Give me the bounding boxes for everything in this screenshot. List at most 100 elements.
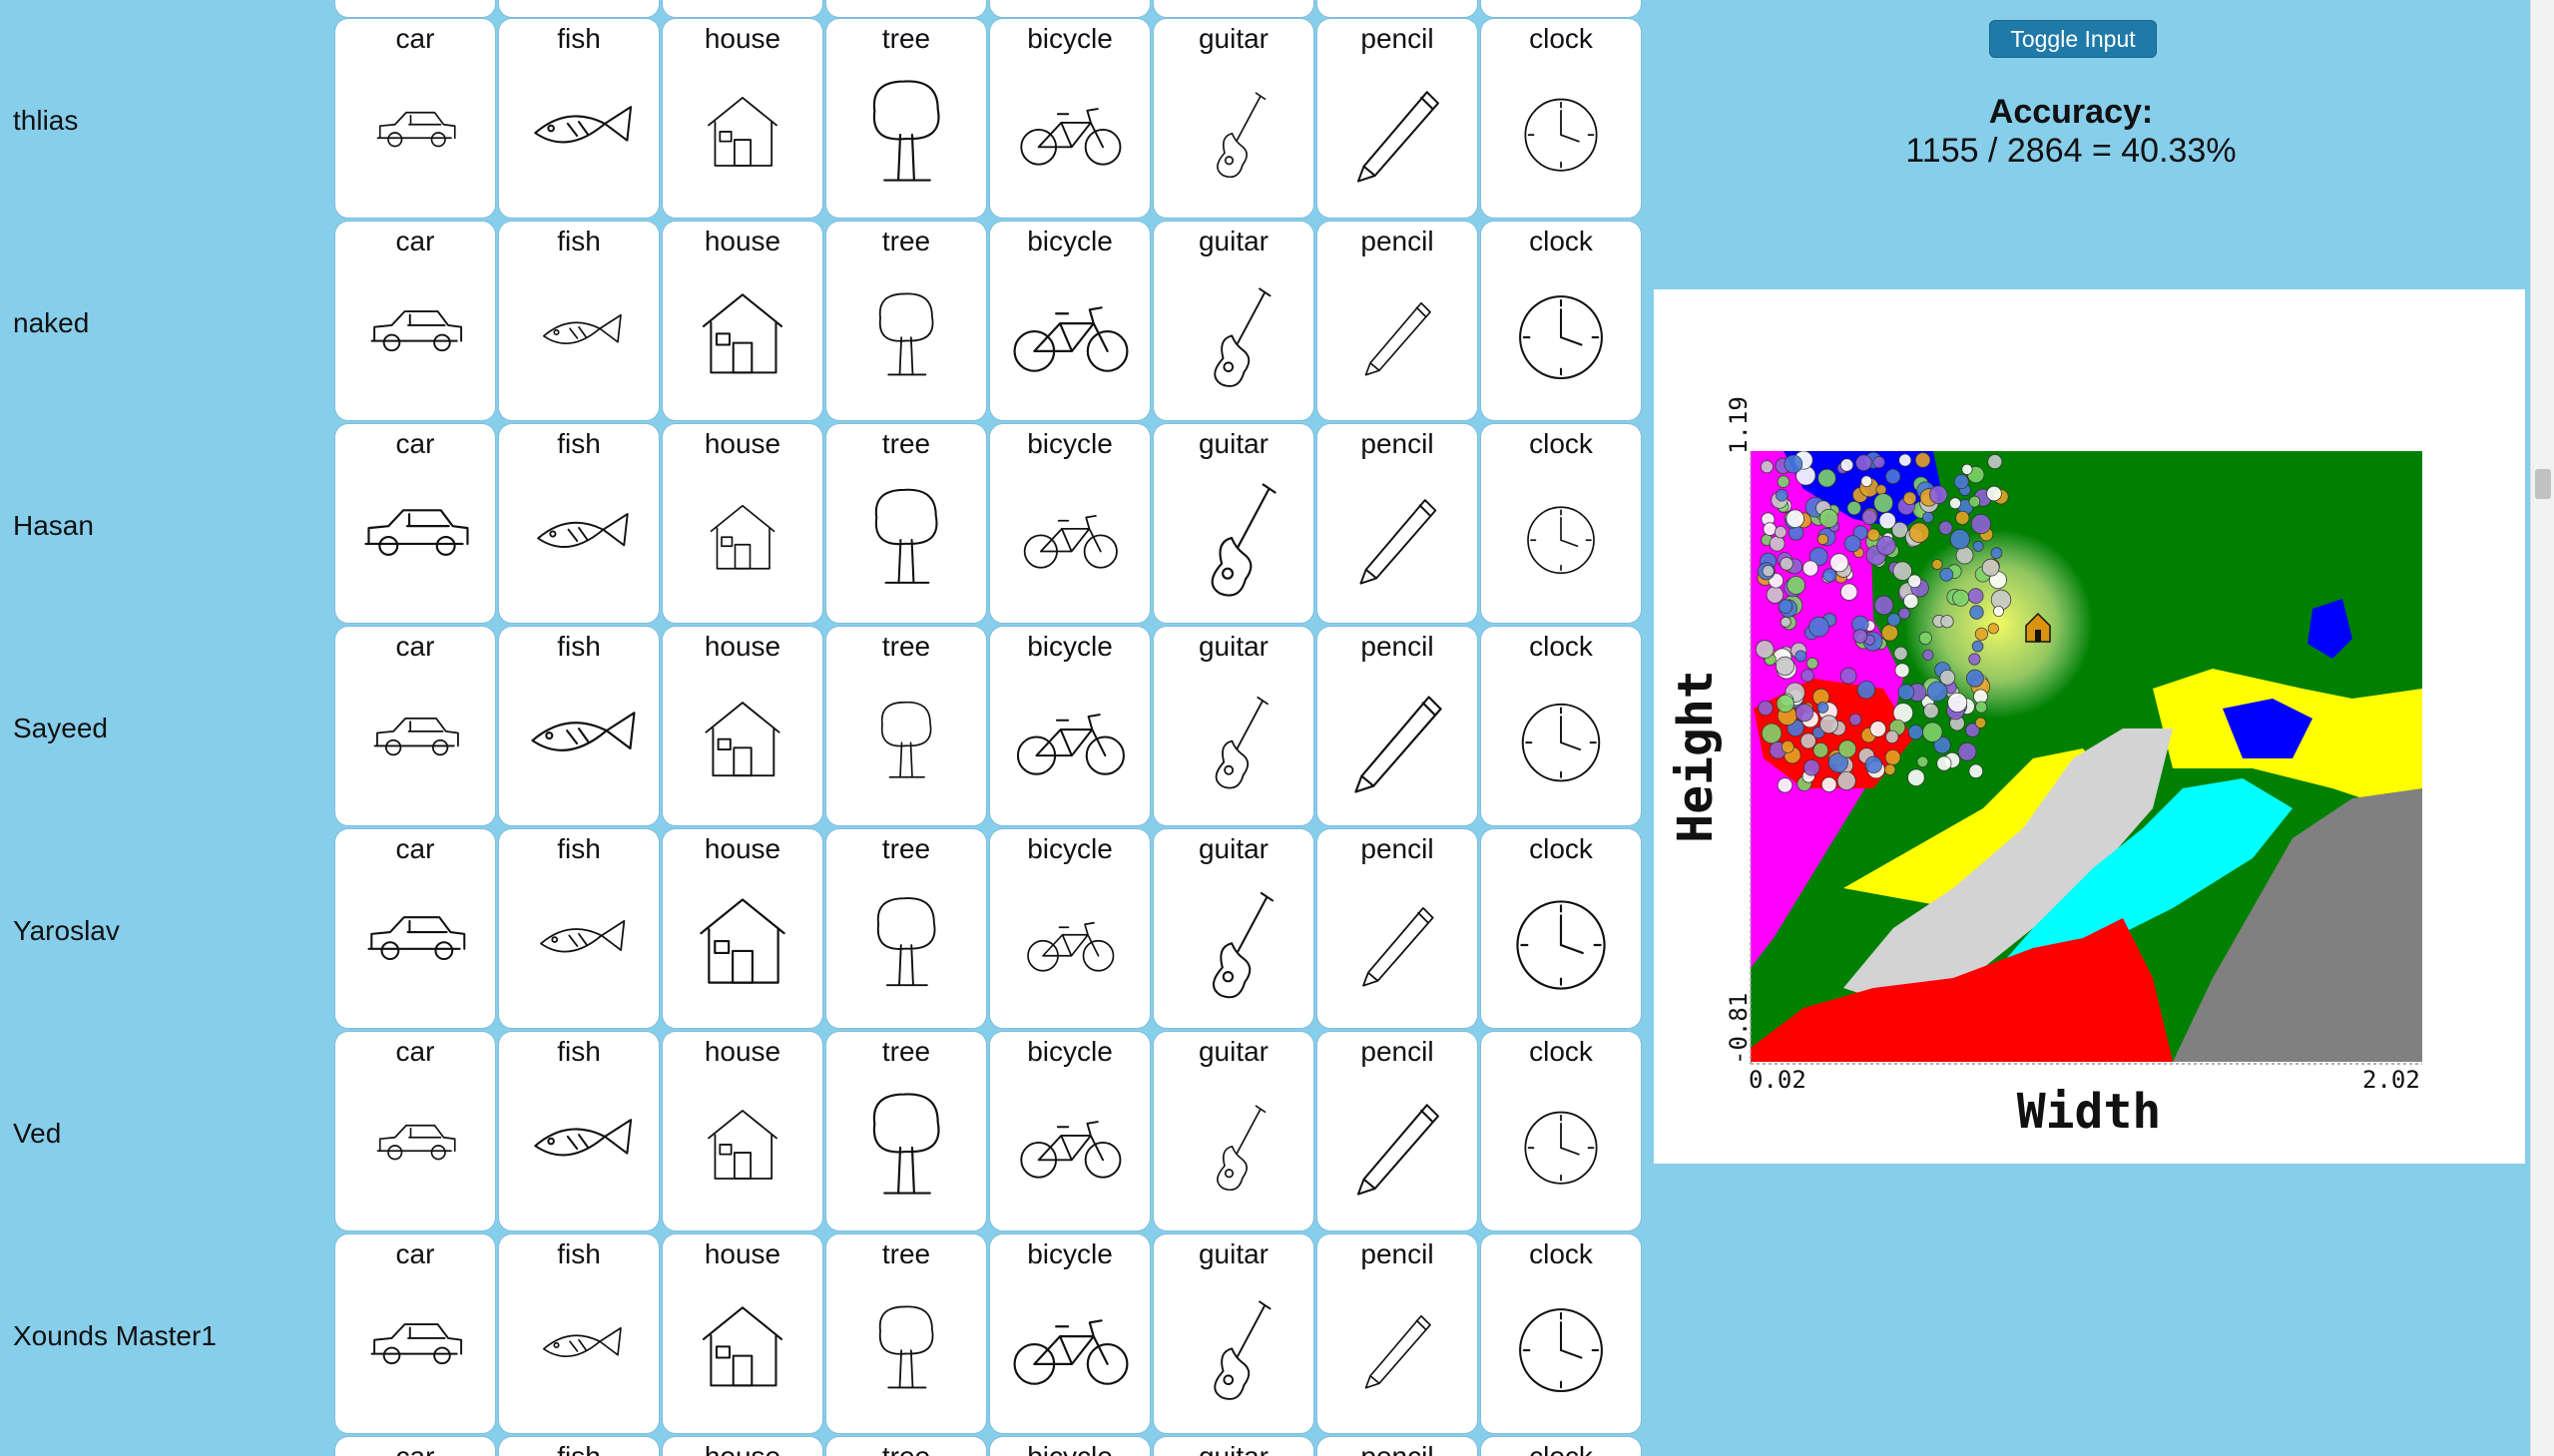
drawing-card-house[interactable]: house bbox=[663, 19, 822, 218]
card-label: pencil bbox=[1360, 226, 1434, 256]
drawing-card-bicycle[interactable]: bicycle bbox=[990, 1032, 1150, 1230]
tree-sketch-icon bbox=[872, 80, 940, 182]
sample-point bbox=[1894, 663, 1910, 679]
drawing-card-house[interactable]: house bbox=[663, 829, 822, 1028]
card-label: pencil bbox=[1360, 23, 1434, 54]
drawing-card-bicycle[interactable]: bicycle bbox=[990, 19, 1150, 218]
drawing-card-fish[interactable]: fish bbox=[499, 222, 659, 420]
sample-point bbox=[1908, 522, 1930, 544]
drawing-card-fish[interactable]: fish bbox=[499, 424, 659, 623]
sample-point bbox=[1774, 525, 1788, 539]
drawing-card[interactable]: fish bbox=[499, 1437, 659, 1456]
drawing-card-fish[interactable]: fish bbox=[499, 19, 659, 218]
drawing-card-tree[interactable]: tree bbox=[826, 424, 986, 623]
drawing-card-car[interactable]: car bbox=[335, 627, 495, 825]
guitar-sketch-icon bbox=[1211, 483, 1277, 597]
drawing-card[interactable] bbox=[1481, 0, 1641, 17]
drawing-card-guitar[interactable]: guitar bbox=[1154, 1234, 1313, 1433]
card-label: house bbox=[704, 428, 781, 459]
drawing-card[interactable]: tree bbox=[826, 1437, 986, 1456]
drawing-card-fish[interactable]: fish bbox=[499, 829, 659, 1028]
drawing-card-fish[interactable]: fish bbox=[499, 1234, 659, 1433]
drawing-card-guitar[interactable]: guitar bbox=[1154, 222, 1313, 420]
drawing-card[interactable]: guitar bbox=[1154, 1437, 1313, 1456]
drawing-card-car[interactable]: car bbox=[335, 222, 495, 420]
drawing-card-tree[interactable]: tree bbox=[826, 1032, 986, 1230]
drawing-card-pencil[interactable]: pencil bbox=[1317, 829, 1477, 1028]
drawing-card-bicycle[interactable]: bicycle bbox=[990, 829, 1150, 1028]
car-sketch-icon bbox=[370, 1323, 463, 1365]
drawing-card-tree[interactable]: tree bbox=[826, 627, 986, 825]
guitar-sketch-icon bbox=[1214, 287, 1272, 387]
drawing-card-house[interactable]: house bbox=[663, 424, 822, 623]
drawing-card-car[interactable]: car bbox=[335, 1032, 495, 1230]
drawing-card-guitar[interactable]: guitar bbox=[1154, 627, 1313, 825]
sample-point bbox=[1873, 493, 1894, 514]
drawing-card[interactable] bbox=[990, 0, 1150, 17]
drawing-card-tree[interactable]: tree bbox=[826, 829, 986, 1028]
drawing-card-pencil[interactable]: pencil bbox=[1317, 424, 1477, 623]
toggle-input-button[interactable]: Toggle Input bbox=[1989, 20, 2157, 58]
drawing-card[interactable] bbox=[335, 0, 495, 17]
drawing-card-car[interactable]: car bbox=[335, 1234, 495, 1433]
page-scrollbar[interactable] bbox=[2530, 0, 2554, 1456]
sample-point bbox=[1822, 568, 1837, 583]
drawing-card-house[interactable]: house bbox=[663, 627, 822, 825]
decision-region-plot[interactable]: 0.02 2.02 1.19 -0.81 Width Height bbox=[1654, 289, 2525, 1164]
drawing-card-clock[interactable]: clock bbox=[1481, 627, 1641, 825]
sample-point bbox=[1931, 559, 1943, 571]
drawing-card-car[interactable]: car bbox=[335, 424, 495, 623]
drawing-card-car[interactable]: car bbox=[335, 829, 495, 1028]
gallery-row: Sayeed car fish house tree bicycle guitar penci… bbox=[0, 627, 1647, 829]
drawing-card-bicycle[interactable]: bicycle bbox=[990, 222, 1150, 420]
scrollbar-thumb[interactable] bbox=[2535, 469, 2551, 499]
drawing-card-car[interactable]: car bbox=[335, 19, 495, 218]
drawing-card-bicycle[interactable]: bicycle bbox=[990, 424, 1150, 623]
drawing-card-guitar[interactable]: guitar bbox=[1154, 19, 1313, 218]
drawing-card-tree[interactable]: tree bbox=[826, 222, 986, 420]
drawing-card-guitar[interactable]: guitar bbox=[1154, 1032, 1313, 1230]
sample-point bbox=[1839, 667, 1857, 685]
drawing-card-fish[interactable]: fish bbox=[499, 627, 659, 825]
drawing-card-clock[interactable]: clock bbox=[1481, 829, 1641, 1028]
drawing-card-tree[interactable]: tree bbox=[826, 1234, 986, 1433]
drawing-card-bicycle[interactable]: bicycle bbox=[990, 627, 1150, 825]
drawing-card[interactable]: house bbox=[663, 1437, 822, 1456]
drawing-card[interactable]: bicycle bbox=[990, 1437, 1150, 1456]
drawing-card-pencil[interactable]: pencil bbox=[1317, 222, 1477, 420]
drawing-card-fish[interactable]: fish bbox=[499, 1032, 659, 1230]
drawing-card-pencil[interactable]: pencil bbox=[1317, 1234, 1477, 1433]
drawing-card[interactable] bbox=[499, 0, 659, 17]
plot-axes: 0.02 2.02 1.19 -0.81 Width Height bbox=[1668, 396, 2422, 1140]
drawing-card[interactable]: pencil bbox=[1317, 1437, 1477, 1456]
drawing-card-pencil[interactable]: pencil bbox=[1317, 19, 1477, 218]
drawing-card-guitar[interactable]: guitar bbox=[1154, 424, 1313, 623]
drawing-card-clock[interactable]: clock bbox=[1481, 222, 1641, 420]
car-sketch-icon bbox=[376, 111, 456, 148]
drawing-card-house[interactable]: house bbox=[663, 222, 822, 420]
card-label: pencil bbox=[1360, 631, 1434, 662]
drawing-card-clock[interactable]: clock bbox=[1481, 1032, 1641, 1230]
card-label: bicycle bbox=[1027, 631, 1113, 662]
sample-point bbox=[1780, 557, 1793, 571]
drawing-card-clock[interactable]: clock bbox=[1481, 1234, 1641, 1433]
drawing-card-guitar[interactable]: guitar bbox=[1154, 829, 1313, 1028]
drawing-card-pencil[interactable]: pencil bbox=[1317, 627, 1477, 825]
drawing-card-bicycle[interactable]: bicycle bbox=[990, 1234, 1150, 1433]
card-label: guitar bbox=[1198, 1238, 1270, 1269]
drawing-card[interactable] bbox=[826, 0, 986, 17]
drawing-card-house[interactable]: house bbox=[663, 1234, 822, 1433]
house-sketch-icon bbox=[702, 293, 783, 374]
drawing-card[interactable] bbox=[1317, 0, 1477, 17]
drawing-card[interactable] bbox=[1154, 0, 1313, 17]
sample-point bbox=[1820, 776, 1837, 793]
drawing-card-house[interactable]: house bbox=[663, 1032, 822, 1230]
card-label: tree bbox=[881, 23, 931, 54]
drawing-card-clock[interactable]: clock bbox=[1481, 19, 1641, 218]
drawing-card-clock[interactable]: clock bbox=[1481, 424, 1641, 623]
drawing-card[interactable]: clock bbox=[1481, 1437, 1641, 1456]
drawing-card-pencil[interactable]: pencil bbox=[1317, 1032, 1477, 1230]
drawing-card[interactable] bbox=[663, 0, 822, 17]
drawing-card-tree[interactable]: tree bbox=[826, 19, 986, 218]
drawing-card[interactable]: car bbox=[335, 1437, 495, 1456]
